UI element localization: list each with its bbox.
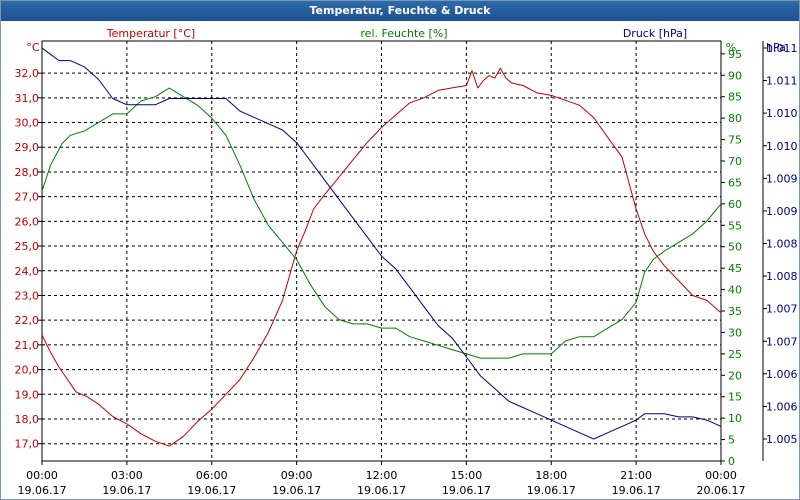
humidity-unit: % <box>726 41 736 54</box>
date-tick-label: 19.06.17 <box>102 484 151 497</box>
temperature-tick-label: 19,0 <box>15 388 40 401</box>
pressure-tick-label: 1.008 <box>766 238 798 251</box>
temperature-axis-label: Temperatur [°C] <box>106 27 195 40</box>
temperature-tick-label: 17,0 <box>15 438 40 451</box>
pressure-series-line <box>41 47 722 440</box>
humidity-tick-label: 75 <box>728 134 742 147</box>
humidity-axis-ticks: 0 5 10 15 20 25 30 35 40 45 50 55 60 65 70 75 80 85 90 95 <box>721 48 742 468</box>
time-axis-ticks: 00:00 19.06.17 03:00 19.06.17 06:00 19.06.17 0… <box>18 461 746 497</box>
time-tick-label: 21:00 <box>620 469 652 482</box>
time-tick-label: 18:00 <box>535 469 567 482</box>
pressure-tick-label: 1.006 <box>766 368 798 381</box>
chart-svg: 17,0 18,0 19,0 20,0 21,0 22,0 23,0 24,0 25,0 26,0… <box>15 27 798 497</box>
temperature-tick-label: 20,0 <box>15 364 40 377</box>
pressure-tick-label: 1.011 <box>766 42 798 55</box>
humidity-series-line <box>41 87 722 359</box>
temperature-tick-label: 32,0 <box>15 67 40 80</box>
pressure-tick-label: 1.008 <box>766 270 798 283</box>
humidity-tick-label: 65 <box>728 176 742 189</box>
humidity-tick-label: 45 <box>728 262 742 275</box>
humidity-tick-label: 25 <box>728 348 742 361</box>
temperature-tick-label: 18,0 <box>15 413 40 426</box>
date-tick-label: 20.06.17 <box>697 484 746 497</box>
humidity-tick-label: 40 <box>728 284 742 297</box>
humidity-tick-label: 0 <box>728 455 735 468</box>
pressure-tick-label: 1.006 <box>766 400 798 413</box>
humidity-tick-label: 35 <box>728 305 742 318</box>
temperature-tick-label: 27,0 <box>15 191 40 204</box>
time-tick-label: 06:00 <box>196 469 228 482</box>
pressure-tick-label: 1.009 <box>766 205 798 218</box>
humidity-tick-label: 60 <box>728 198 742 211</box>
temperature-tick-label: 23,0 <box>15 289 40 302</box>
temperature-tick-label: 24,0 <box>15 265 40 278</box>
date-tick-label: 19.06.17 <box>187 484 236 497</box>
temperature-tick-label: 26,0 <box>15 215 40 228</box>
time-tick-label: 00:00 <box>26 469 58 482</box>
time-tick-label: 15:00 <box>451 469 483 482</box>
humidity-tick-label: 85 <box>728 91 742 104</box>
humidity-tick-label: 10 <box>728 412 742 425</box>
time-tick-label: 00:00 <box>705 469 737 482</box>
humidity-tick-label: 95 <box>728 48 742 61</box>
humidity-tick-label: 55 <box>728 219 742 232</box>
pressure-tick-label: 1.007 <box>766 303 798 316</box>
temperature-tick-label: 28,0 <box>15 166 40 179</box>
pressure-tick-label: 1.007 <box>766 335 798 348</box>
date-tick-label: 19.06.17 <box>442 484 491 497</box>
temperature-tick-label: 21,0 <box>15 339 40 352</box>
temperature-series-line <box>41 67 722 447</box>
pressure-axis-ticks: 1.005 1.006 1.006 1.007 1.007 1.008 1.008 1.009… <box>763 42 798 446</box>
grid-lines <box>42 41 721 461</box>
window-title: Temperatur, Feuchte & Druck <box>1 1 799 21</box>
temperature-tick-label: 29,0 <box>15 141 40 154</box>
pressure-tick-label: 1.010 <box>766 140 798 153</box>
humidity-tick-label: 15 <box>728 391 742 404</box>
temperature-tick-label: 31,0 <box>15 92 40 105</box>
pressure-tick-label: 1.005 <box>766 433 798 446</box>
pressure-unit: hPa <box>766 41 786 54</box>
temperature-tick-label: 22,0 <box>15 314 40 327</box>
humidity-tick-label: 20 <box>728 369 742 382</box>
pressure-tick-label: 1.009 <box>766 172 798 185</box>
date-tick-label: 19.06.17 <box>357 484 406 497</box>
date-tick-label: 19.06.17 <box>612 484 661 497</box>
pressure-tick-label: 1.010 <box>766 107 798 120</box>
pressure-tick-label: 1.011 <box>766 75 798 88</box>
temperature-tick-label: 30,0 <box>15 117 40 130</box>
temperature-unit: °C <box>26 41 40 54</box>
time-tick-label: 12:00 <box>366 469 398 482</box>
series-layer <box>41 47 722 447</box>
humidity-tick-label: 30 <box>728 326 742 339</box>
time-tick-label: 03:00 <box>111 469 143 482</box>
humidity-tick-label: 90 <box>728 69 742 82</box>
humidity-tick-label: 5 <box>728 434 735 447</box>
humidity-tick-label: 80 <box>728 112 742 125</box>
date-tick-label: 19.06.17 <box>18 484 67 497</box>
time-tick-label: 09:00 <box>281 469 313 482</box>
date-tick-label: 19.06.17 <box>527 484 576 497</box>
pressure-axis-label: Druck [hPa] <box>623 27 687 40</box>
temperature-tick-label: 25,0 <box>15 240 40 253</box>
temperature-axis-ticks: 17,0 18,0 19,0 20,0 21,0 22,0 23,0 24,0 25,0 26,0… <box>15 67 42 451</box>
humidity-tick-label: 70 <box>728 155 742 168</box>
humidity-axis-label: rel. Feuchte [%] <box>360 27 447 40</box>
date-tick-label: 19.06.17 <box>272 484 321 497</box>
humidity-tick-label: 50 <box>728 241 742 254</box>
